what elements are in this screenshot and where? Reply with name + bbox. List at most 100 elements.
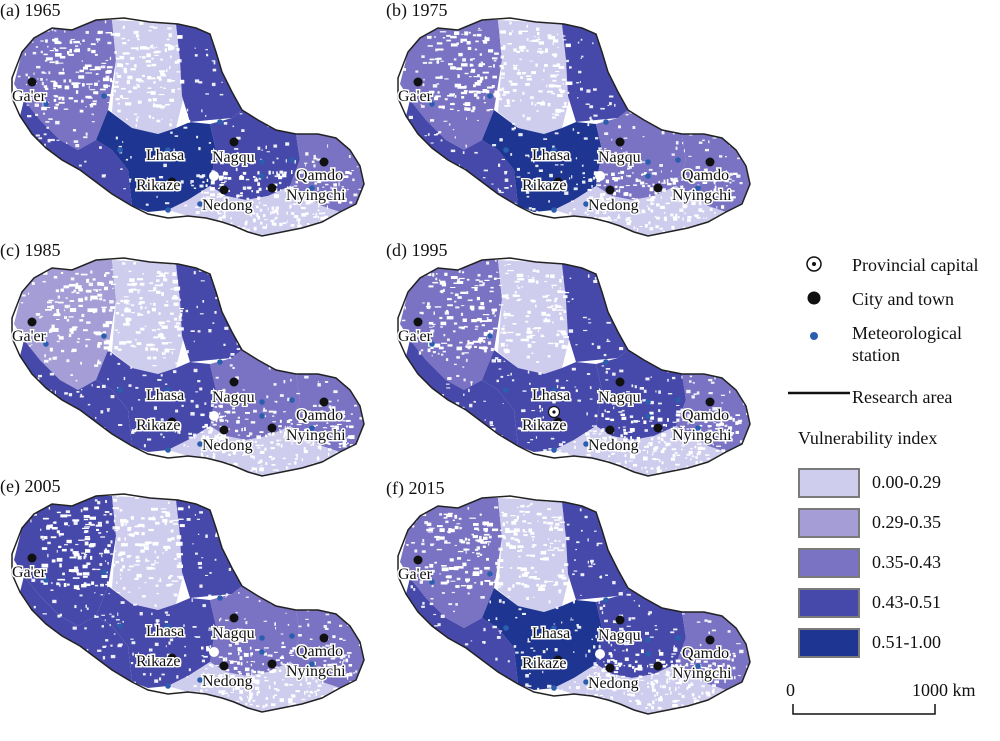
- vulnerability-zone: [498, 20, 570, 134]
- city-label-nagqu: Nagqu: [598, 389, 641, 406]
- legend-city-and-town: City and town: [852, 289, 954, 309]
- city-label-lhasa: Lhasa: [532, 147, 570, 164]
- city-label-qamdo: Qamdo: [682, 645, 729, 662]
- vulnerability-zones: [398, 18, 750, 236]
- city-label-lhasa: Lhasa: [532, 625, 570, 642]
- city-marker: [553, 417, 563, 427]
- research-area-boundary: [397, 495, 751, 715]
- meteorological-station-marker: [603, 391, 609, 397]
- city-label-qamdo: Qamdo: [296, 643, 343, 660]
- meteorological-station-marker: [603, 119, 609, 125]
- vulnerability-zones: [398, 496, 750, 714]
- vulnerability-zone: [400, 260, 502, 390]
- city-label-nedong: Nedong: [202, 673, 253, 690]
- meteorological-station-marker: [165, 147, 171, 153]
- city-label-nedong: Nedong: [588, 675, 639, 692]
- map-content: Ga'er Lhasa Nagqu Qamdo Rikaze Nedong Nyingchi: [11, 257, 365, 477]
- city-marker: [653, 423, 663, 433]
- legend-meteorological-station: Meteorological station: [852, 322, 962, 366]
- city-label-gaer: Ga'er: [398, 566, 433, 583]
- city-marker: [653, 661, 663, 671]
- meteorological-station-marker: [645, 637, 651, 643]
- city-label-gaer: Ga'er: [12, 564, 47, 581]
- meteorological-station-marker: [165, 623, 171, 629]
- meteorological-station-marker: [503, 387, 509, 393]
- vulnerability-zone: [676, 612, 750, 690]
- vulnerability-zones: [12, 258, 364, 476]
- meteorological-station-marker: [259, 413, 265, 419]
- meteorological-station-marker: [645, 651, 651, 657]
- lhasa-white-marker: [595, 649, 605, 659]
- tibet-map: Ga'er Lhasa Nagqu Qamdo Rikaze Nedong Nyingchi: [397, 495, 751, 715]
- meteorological-station-marker: [259, 635, 265, 641]
- legend-swatch-class-1: [798, 468, 860, 498]
- map-panel-1975: (b) 1975 Ga'er Lhasa Nagqu Qamdo Rikaze Nedon…: [386, 0, 766, 240]
- city-label-rikaze: Rikaze: [522, 177, 566, 194]
- city-marker: [615, 137, 625, 147]
- research-area-boundary: [397, 257, 751, 477]
- city-marker: [229, 137, 239, 147]
- meteorological-station-marker: [217, 359, 223, 365]
- city-label-nedong: Nedong: [202, 437, 253, 454]
- legend-meteorological-line2: station: [852, 345, 900, 365]
- meteorological-station-marker: [603, 597, 609, 603]
- map-panel-1995: (d) 1995 Ga'er Lhasa Nagqu Qamdo Rikaze Nedon…: [386, 240, 766, 480]
- panel-title: (f) 2015: [386, 478, 445, 498]
- vulnerability-zone: [14, 20, 116, 150]
- legend-class-3-label: 0.35-0.43: [872, 552, 941, 572]
- vulnerability-zone: [210, 110, 300, 200]
- legend-class-1-label: 0.00-0.29: [872, 472, 941, 492]
- city-marker: [553, 177, 563, 187]
- meteorological-station-marker: [309, 661, 315, 667]
- legend-class-5-label: 0.51-1.00: [872, 632, 941, 652]
- city-marker: [219, 661, 229, 671]
- lhasa-white-marker: [209, 171, 219, 181]
- vulnerability-zone: [20, 100, 132, 206]
- lhasa-white-marker: [209, 647, 219, 657]
- meteorological-station-marker: [675, 397, 681, 403]
- meteorological-station-marker: [117, 147, 123, 153]
- city-label-gaer: Ga'er: [398, 88, 433, 105]
- city-label-rikaze: Rikaze: [522, 655, 566, 672]
- meteorological-station-marker: [43, 341, 49, 347]
- meteorological-station-marker: [117, 387, 123, 393]
- legend-swatch-class-4: [798, 588, 860, 618]
- vulnerability-zone: [176, 24, 242, 122]
- meteorological-station-marker: [235, 443, 241, 449]
- meteorological-station-marker: [503, 625, 509, 631]
- legend-swatch-class-2: [798, 508, 860, 538]
- city-label-nyingchi: Nyingchi: [286, 187, 346, 204]
- meteorological-station-marker: [621, 203, 627, 209]
- research-area-boundary: [397, 17, 751, 237]
- city-label-nedong: Nedong: [588, 437, 639, 454]
- research-area-boundary: [11, 257, 365, 477]
- tibet-map: Ga'er Lhasa Nagqu Qamdo Rikaze Nedong Nyingchi: [397, 257, 751, 477]
- city-marker: [27, 317, 37, 327]
- vulnerability-zone: [406, 340, 518, 446]
- city-label-qamdo: Qamdo: [296, 407, 343, 424]
- vulnerability-zone: [96, 586, 216, 688]
- meteorological-station-marker: [551, 387, 557, 393]
- meteorological-station-marker: [165, 387, 171, 393]
- meteorological-station-marker: [259, 399, 265, 405]
- meteorological-station-marker: [621, 681, 627, 687]
- meteorological-station-marker: [309, 185, 315, 191]
- city-marker: [219, 425, 229, 435]
- meteorological-station-marker: [551, 625, 557, 631]
- city-label-nagqu: Nagqu: [212, 389, 255, 406]
- meteorological-station-marker: [645, 413, 651, 419]
- meteorological-station-marker: [43, 577, 49, 583]
- city-marker: [267, 183, 277, 193]
- vulnerability-zone: [20, 340, 132, 446]
- city-marker: [653, 183, 663, 193]
- vulnerability-zone: [482, 350, 602, 452]
- meteorological-station-marker: [235, 679, 241, 685]
- city-label-gaer: Ga'er: [12, 328, 47, 345]
- vulnerability-zone: [210, 350, 300, 440]
- vulnerability-zone: [406, 100, 518, 206]
- vulnerability-zone: [406, 578, 518, 684]
- legend-swatch-class-3: [798, 548, 860, 578]
- meteorological-station-marker: [487, 571, 493, 577]
- scale-bar: 0 1000 km: [786, 680, 1000, 720]
- meteorological-station-marker: [101, 569, 107, 575]
